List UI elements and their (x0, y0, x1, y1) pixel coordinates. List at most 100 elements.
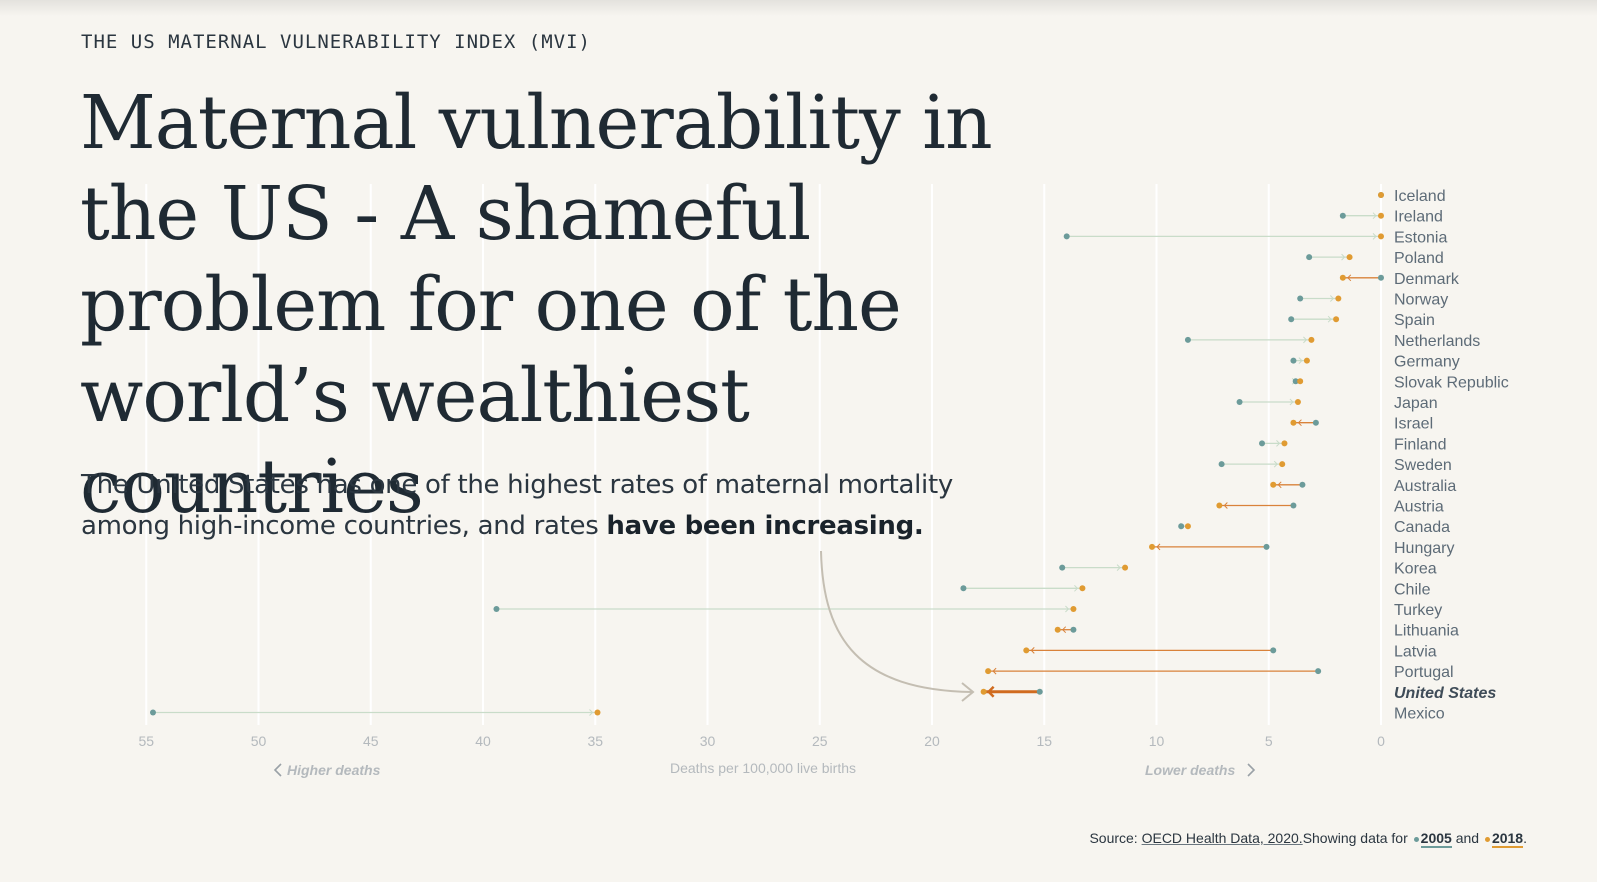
point-2005 (149, 709, 156, 716)
point-2005 (1297, 295, 1304, 302)
country-label: Sweden (1394, 457, 1452, 474)
point-2005 (1059, 564, 1066, 571)
point-2005 (1288, 316, 1295, 323)
change-arrowhead (1273, 460, 1278, 468)
country-label: Ireland (1394, 209, 1443, 226)
point-2005 (1218, 461, 1225, 468)
point-2018 (1378, 212, 1384, 219)
data-marks (149, 192, 1384, 716)
legend-2018: 2018 (1491, 830, 1524, 848)
point-2005 (1178, 523, 1185, 530)
x-axis-title: Deaths per 100,000 live births (670, 760, 856, 776)
x-tick-label: 50 (251, 733, 267, 749)
source-note: Source: OECD Health Data, 2020.Showing d… (1089, 830, 1527, 848)
annotation-arrow (820, 550, 973, 693)
change-arrowhead (1329, 295, 1335, 302)
change-arrowhead (1062, 626, 1067, 634)
legend-2005: 2005 (1420, 830, 1452, 848)
point-2005 (1236, 399, 1243, 405)
x-tick-label: 20 (924, 733, 940, 749)
source-prefix: Source: (1089, 830, 1142, 846)
point-2018 (1303, 357, 1310, 364)
point-2018 (1290, 419, 1297, 426)
change-arrowhead (1074, 584, 1079, 592)
change-arrowhead (1289, 398, 1294, 406)
source-link[interactable]: OECD Health Data, 2020. (1141, 830, 1303, 846)
country-label: Lithuania (1394, 623, 1459, 640)
subhead-emphasis: have been increasing. (606, 511, 924, 541)
change-arrowhead (1372, 212, 1377, 220)
x-tick-label: 5 (1265, 733, 1273, 749)
x-tick-label: 55 (138, 733, 154, 749)
point-2005 (1070, 626, 1077, 633)
chevron-left-icon (273, 763, 282, 777)
change-arrowhead (1223, 502, 1228, 509)
country-label: Spain (1394, 312, 1435, 329)
point-2018 (1333, 316, 1340, 323)
change-arrowhead (1298, 357, 1303, 364)
point-2018 (1378, 233, 1384, 240)
source-and: and (1451, 830, 1483, 846)
change-arrowhead (1116, 564, 1121, 571)
change-arrowhead (1341, 253, 1346, 261)
country-label: Poland (1394, 250, 1444, 267)
point-2018 (1216, 502, 1223, 509)
x-tick-label: 45 (363, 733, 379, 749)
source-end: . (1523, 830, 1527, 846)
point-2018 (985, 668, 992, 675)
change-arrowhead (1065, 605, 1070, 613)
point-2018 (1297, 378, 1304, 385)
headline: Maternal vulnerability in the US - A sha… (80, 80, 993, 530)
point-2005 (1290, 357, 1297, 364)
annotation-arrowhead (961, 682, 975, 702)
point-2018 (1023, 647, 1030, 654)
country-label: Austria (1394, 499, 1444, 516)
point-2018 (1339, 274, 1346, 281)
point-2018 (1281, 440, 1288, 447)
change-arrowhead (1277, 481, 1282, 489)
country-label: Japan (1394, 395, 1438, 412)
country-label: Iceland (1394, 188, 1446, 205)
point-2005 (1315, 668, 1322, 675)
point-2018 (1122, 564, 1129, 571)
legend-2018-dot (1484, 836, 1490, 842)
chevron-right-icon (1247, 763, 1256, 777)
x-tick-label: 35 (587, 733, 603, 749)
country-label: Norway (1394, 292, 1448, 309)
x-tick-label: 40 (475, 733, 491, 749)
change-arrowhead (1372, 233, 1377, 240)
legend-2005-dot (1413, 836, 1419, 842)
x-tick-label: 30 (700, 733, 716, 749)
point-2018 (1378, 192, 1384, 198)
point-2018 (1149, 543, 1156, 550)
change-arrowhead (1347, 274, 1352, 282)
country-label: Mexico (1394, 706, 1445, 723)
point-2018 (980, 688, 987, 695)
country-label: United States (1394, 685, 1496, 702)
country-label: Chile (1394, 581, 1431, 598)
point-2018 (1308, 336, 1315, 343)
country-label: Latvia (1394, 643, 1437, 660)
country-label: Israel (1394, 416, 1433, 433)
point-2018 (1346, 254, 1353, 261)
point-2005 (1312, 419, 1319, 426)
point-2018 (1184, 523, 1191, 530)
subhead: The United States has one of the highest… (81, 465, 981, 547)
country-label: Netherlands (1394, 333, 1480, 350)
higher-deaths-label: Higher deaths (287, 762, 381, 778)
point-2018 (1270, 481, 1277, 488)
source-middle: Showing data for (1302, 830, 1412, 846)
point-2005 (1263, 543, 1270, 550)
country-label: Korea (1394, 561, 1437, 578)
country-label: Canada (1394, 519, 1450, 536)
kicker: THE US MATERNAL VULNERABILITY INDEX (MVI… (81, 31, 591, 53)
change-arrowhead (992, 667, 997, 675)
point-2005 (1036, 688, 1043, 695)
country-labels: Iceland Ireland Estonia Poland Denmark Norway… (1394, 188, 1509, 723)
change-arrowhead (1327, 315, 1332, 323)
point-2018 (1294, 399, 1301, 405)
country-label: Turkey (1394, 602, 1442, 619)
point-2005 (1339, 212, 1346, 219)
point-2005 (1306, 254, 1313, 261)
